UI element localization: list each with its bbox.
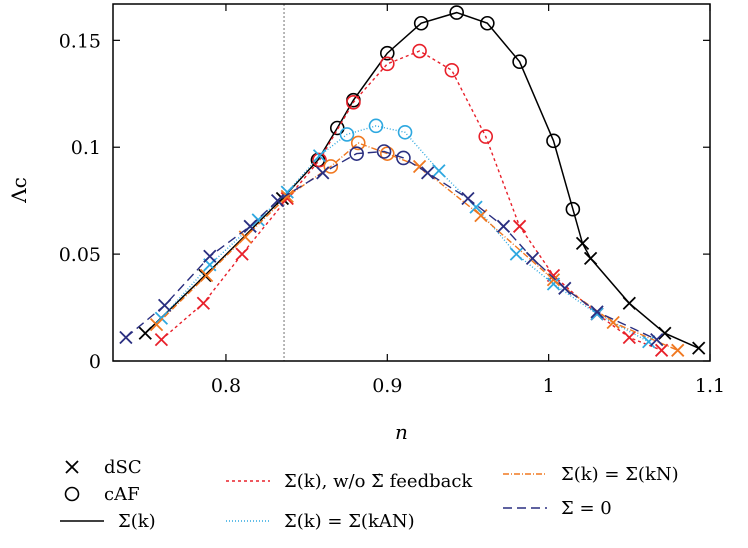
- series-1-cross-marker: [198, 268, 212, 283]
- series-1-circle-marker: [512, 54, 527, 70]
- legend-label-series-2: Σ(k), w/o Σ̇ feedback: [284, 471, 473, 492]
- series-layer: [119, 5, 706, 357]
- series-2-cross-marker: [154, 332, 169, 347]
- series-5-cross-marker: [650, 332, 664, 347]
- series-4-cross-marker: [671, 343, 685, 357]
- y-tick-label: 0: [89, 351, 101, 373]
- series-5-cross-marker: [119, 330, 133, 345]
- series-5-cross-marker: [157, 298, 172, 313]
- series-1-circle-marker: [449, 5, 464, 20]
- x-tick-label: 0.9: [372, 375, 402, 397]
- series-1-cross-marker: [622, 296, 636, 310]
- series-3-cross-marker: [590, 307, 604, 321]
- series-2-circle-marker: [478, 129, 494, 144]
- series-2-cross-marker: [196, 296, 210, 310]
- series-4-cross-marker: [199, 268, 214, 283]
- series-4-cross-marker: [280, 189, 294, 204]
- series-4-circle-marker: [350, 135, 366, 151]
- y-axis-label: Λc: [7, 177, 31, 204]
- series-5-cross-marker: [558, 281, 572, 295]
- series-4-circle-marker: [379, 146, 395, 161]
- x-tick-label: 1.1: [695, 375, 725, 397]
- series-5-circle-marker: [396, 150, 411, 166]
- series-5-circle-marker: [376, 144, 392, 159]
- series-5-cross-marker: [496, 219, 511, 233]
- legend-label-series-5: Σ = 0: [561, 498, 612, 519]
- series-1-cross-marker: [583, 251, 598, 266]
- legend-circle-circle-marker: [64, 486, 80, 502]
- series-2: [154, 43, 669, 357]
- series-1-circle-marker: [413, 15, 429, 31]
- series-5-circle-marker: [349, 146, 364, 161]
- series-2-circle-marker: [346, 95, 361, 110]
- series-2-circle-marker: [444, 62, 460, 78]
- legend-label-dsc: dSC: [104, 457, 142, 478]
- legend-label-series-4: Σ(k) = Σ(kN): [561, 464, 679, 485]
- plot-frame: [112, 3, 711, 362]
- series-5: [119, 144, 664, 347]
- series-2-circle-marker: [312, 152, 327, 168]
- series-3-cross-marker: [432, 164, 446, 178]
- series-1-circle-marker: [379, 45, 395, 61]
- series-3-cross-marker: [642, 335, 656, 349]
- series-2-cross-marker: [622, 330, 636, 345]
- x-tick-label: 0.8: [211, 375, 241, 397]
- series-3-circle-marker: [339, 127, 355, 142]
- series-4-cross-marker: [546, 273, 561, 287]
- series-2-circle-marker: [412, 43, 427, 59]
- series-2-cross-marker: [654, 343, 669, 357]
- series-4-cross-marker: [606, 315, 620, 330]
- ticks-layer: 0.8 0.9 1 1.1 0 0.05 0.1 0.15: [59, 4, 725, 397]
- legend-label-caf: cAF: [104, 484, 140, 505]
- series-5-cross-marker: [525, 251, 540, 266]
- series-3-cross-marker: [509, 247, 524, 261]
- series-1-circle-marker: [480, 15, 495, 31]
- legend-cross-cross-marker: [65, 460, 79, 474]
- series-1-circle-marker: [565, 201, 581, 217]
- y-tick-label: 0.1: [71, 137, 101, 159]
- series-2-line: [160, 50, 662, 351]
- series-3-cross-marker: [546, 277, 561, 291]
- series-2-cross-marker: [512, 219, 527, 233]
- series-1-line: [144, 11, 700, 349]
- legend-label-series-3: Σ(k) = Σ(kAN): [284, 511, 415, 532]
- x-axis-label: n: [395, 420, 408, 444]
- series-3-cross-marker: [312, 149, 327, 163]
- series-1-circle-marker: [546, 133, 561, 149]
- series-3-cross-marker: [154, 311, 169, 325]
- x-tick-label: 1: [543, 375, 555, 397]
- series-5-line: [125, 150, 658, 341]
- y-tick-label: 0.15: [59, 30, 101, 52]
- series-1-cross-marker: [658, 326, 672, 340]
- series-2-circle-marker: [379, 56, 395, 72]
- series-4-circle-marker: [323, 159, 339, 174]
- series-3-circle-marker: [397, 124, 413, 140]
- legend: dSC cAF Σ(k) Σ(k), w/o Σ̇ feedback Σ(k) = Σ(…: [60, 457, 679, 532]
- series-1-cross-marker: [575, 236, 590, 251]
- series-2-cross-marker: [235, 247, 249, 261]
- series-5-cross-marker: [461, 191, 475, 206]
- legend-label-series-1: Σ(k): [118, 511, 156, 532]
- y-tick-label: 0.05: [59, 244, 101, 266]
- series-5-cross-marker: [243, 219, 257, 233]
- series-5-cross-marker: [590, 305, 604, 319]
- y-axis-label-text: Λc: [7, 177, 31, 204]
- series-5-cross-marker: [316, 166, 330, 180]
- series-1-cross-marker: [692, 341, 706, 355]
- series-5-cross-marker: [270, 194, 285, 208]
- series-1-cross-marker: [138, 326, 152, 340]
- series-5-cross-marker: [203, 249, 217, 263]
- series-5-cross-marker: [420, 166, 435, 180]
- series-3-circle-marker: [368, 118, 384, 134]
- series-4-cross-marker: [149, 318, 164, 332]
